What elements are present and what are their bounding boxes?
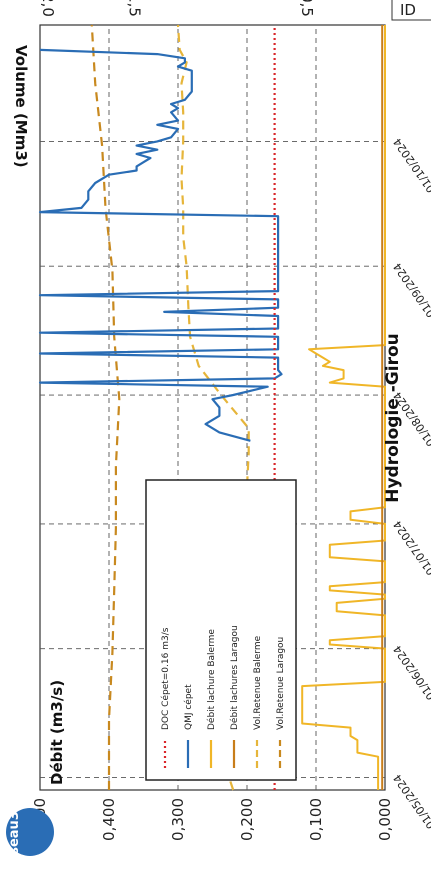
series-line xyxy=(38,48,283,442)
corner-tag: ID xyxy=(391,0,431,21)
legend: DOC Cépet=0.16 m3/s QMJ cépet Débit lachur… xyxy=(145,479,297,781)
y-tick-label: 0,200 xyxy=(238,798,256,841)
y-tick-label: 0,100 xyxy=(307,798,325,841)
y-axis-label: Débit (m3/s) xyxy=(48,680,66,785)
y-tick-label: 0,400 xyxy=(100,798,118,841)
legend-label: QMJ cépet xyxy=(183,684,194,730)
legend-label: Débit lachure Balerme xyxy=(206,629,217,730)
legend-label: DOC Cépet=0.16 m3/s xyxy=(160,627,171,730)
legend-label: Débit lachures Laragou xyxy=(229,625,240,730)
legend-items: DOC Cépet=0.16 m3/s QMJ cépet Débit lachur… xyxy=(160,625,286,768)
corner-tag-text: ID xyxy=(400,1,416,19)
y2-axis-label: Volume (Mm3) xyxy=(12,45,30,168)
legend-box xyxy=(145,479,297,781)
legend-label: Vol.Retenue Balerme xyxy=(253,635,263,730)
chart-title: Hydrologie -Girou xyxy=(383,333,403,503)
legend-label: Vol.Retenue Laragou xyxy=(276,637,286,730)
series-line xyxy=(301,25,386,790)
logo-text: réseau31 xyxy=(7,802,22,870)
y-tick-label: 0,000 xyxy=(376,798,394,841)
logo-badge xyxy=(6,808,54,856)
series-line xyxy=(90,24,121,790)
y2-tick-label: 0,5 xyxy=(298,0,316,17)
y2-tick-label: 1,5 xyxy=(125,0,143,17)
y2-tick-label: 2,0 xyxy=(39,0,57,17)
y2-tick-labels: 0,5 1,5 2,0 xyxy=(39,0,316,17)
logo: réseau31 xyxy=(6,802,54,870)
y-tick-label: 0,300 xyxy=(169,798,187,841)
